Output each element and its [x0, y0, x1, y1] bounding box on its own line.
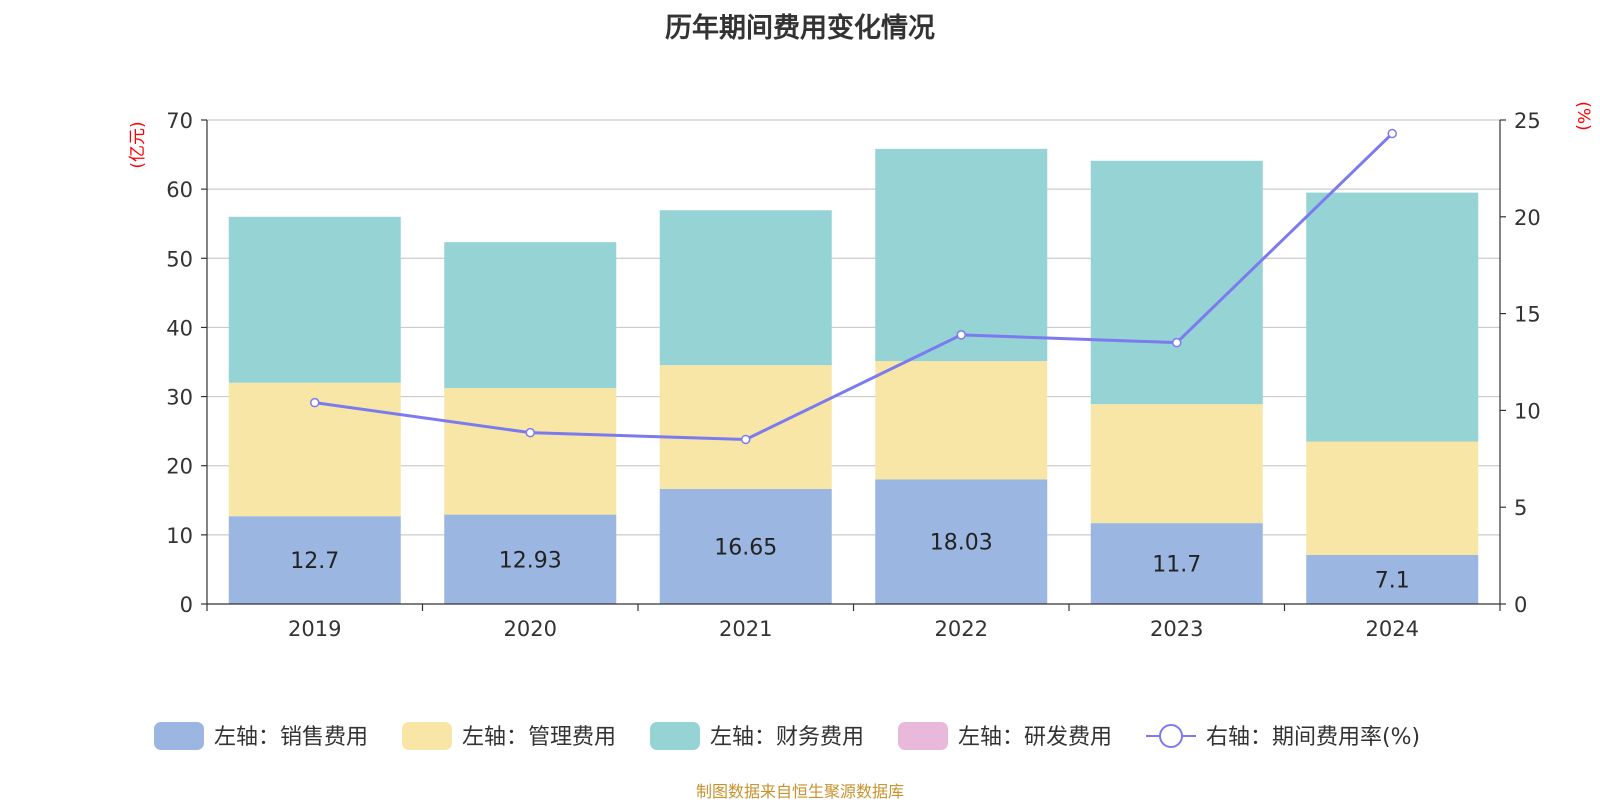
legend-label: 左轴：财务费用	[710, 725, 864, 750]
right-tick-label: 25	[1514, 109, 1541, 133]
bar-segment	[875, 479, 1048, 604]
right-tick-label: 10	[1514, 399, 1541, 423]
x-tick-label: 2022	[935, 617, 988, 641]
legend-swatch	[154, 722, 204, 750]
rate-point	[1172, 337, 1182, 348]
grid-layer	[207, 119, 1500, 536]
bar-data-label: 16.65	[714, 535, 777, 560]
left-tick-label: 0	[180, 593, 193, 617]
bar-segment	[1306, 554, 1479, 604]
legend-swatch	[898, 722, 948, 750]
bar-data-label: 18.03	[930, 531, 993, 556]
bar-segment	[659, 365, 832, 489]
axis-layer: 0 10 20 30 40 50 60 70 0 5 10 15 20 25 2019 2020 2021 202…	[128, 101, 1593, 641]
bar-segment	[1090, 523, 1263, 604]
legend-swatch	[402, 722, 452, 750]
x-tick-label: 2020	[504, 617, 557, 641]
legend-marker	[1159, 724, 1183, 748]
left-tick-label: 40	[166, 316, 193, 340]
rate-point	[741, 434, 751, 445]
left-tick-label: 70	[166, 109, 193, 133]
bar-segment	[1306, 441, 1479, 555]
left-tick-label: 10	[166, 524, 193, 548]
x-tick-label: 2019	[288, 617, 341, 641]
legend-swatch	[650, 722, 700, 750]
bar-segment	[875, 361, 1048, 480]
left-tick-label: 20	[166, 455, 193, 479]
right-tick-label: 20	[1514, 206, 1541, 230]
x-tick-label: 2023	[1150, 617, 1203, 641]
left-tick-label: 50	[166, 247, 193, 271]
bar-segment	[1090, 404, 1263, 524]
bar-segment	[444, 388, 617, 515]
bar-layer	[228, 148, 1479, 604]
rate-point	[1387, 128, 1397, 139]
legend-label: 左轴：销售费用	[214, 725, 368, 750]
x-tick-label: 2021	[719, 617, 772, 641]
right-axis-unit-label: (%)	[1573, 101, 1593, 130]
left-tick-label: 60	[166, 178, 193, 202]
rate-point	[956, 330, 966, 340]
bar-data-label: 12.93	[499, 548, 562, 573]
rate-point	[310, 397, 320, 408]
bar-data-label: 11.7	[1152, 553, 1201, 578]
legend-layer: 左轴：销售费用 左轴：管理费用 左轴：财务费用 左轴：研发费用 右轴：期间费用率(%)	[154, 722, 1420, 750]
legend-label: 左轴：研发费用	[958, 725, 1112, 750]
line-layer	[310, 128, 1397, 445]
rate-line	[314, 132, 1394, 441]
bar-segment	[444, 514, 617, 604]
bar-data-label: 7.1	[1375, 568, 1410, 593]
source-note: 制图数据来自恒生聚源数据库	[695, 782, 904, 801]
bar-segment	[444, 242, 617, 389]
right-tick-label: 0	[1514, 593, 1527, 617]
bar-segment	[228, 516, 401, 604]
bar-segment	[659, 210, 832, 366]
bar-data-label: 12.7	[290, 549, 339, 574]
bar-segment	[1090, 160, 1263, 405]
left-tick-label: 30	[166, 386, 193, 410]
bar-segment	[659, 488, 832, 604]
legend-label: 左轴：管理费用	[462, 725, 616, 750]
left-axis-unit-label: (亿元)	[128, 121, 148, 168]
right-tick-label: 5	[1514, 496, 1527, 520]
right-tick-label: 15	[1514, 303, 1541, 327]
bar-segment	[228, 216, 401, 383]
legend-label: 右轴：期间费用率(%)	[1206, 725, 1420, 750]
chart-title: 历年期间费用变化情况	[665, 13, 935, 44]
bar-segment	[875, 148, 1048, 362]
bar-segment	[1306, 192, 1479, 442]
rate-point	[525, 427, 535, 438]
label-layer: 12.7 12.93 16.65 18.03 11.7 7.1	[290, 531, 1409, 594]
x-tick-label: 2024	[1366, 617, 1419, 641]
